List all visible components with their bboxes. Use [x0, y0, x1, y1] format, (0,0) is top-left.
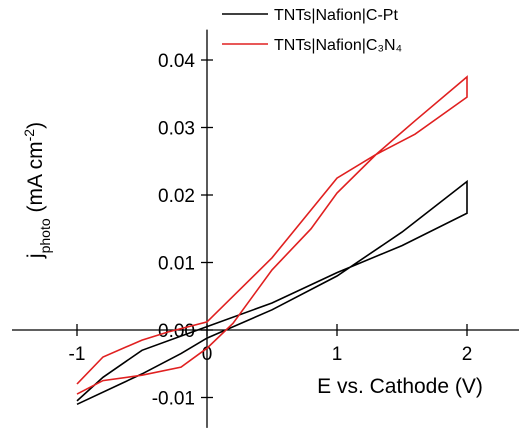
data-line [76, 75, 468, 395]
y-tick-label: 0.03 [158, 119, 195, 140]
y-axis-title-part: j [24, 253, 47, 259]
y-tick-label: 0.02 [158, 186, 195, 207]
y-axis-title: jphoto (mA cm-2) [21, 122, 53, 259]
y-tick-label: 0.00 [158, 321, 195, 342]
y-axis-title-part: photo [37, 218, 53, 253]
y-axis-title-part: -2 [21, 129, 37, 142]
x-tick-label: 1 [332, 344, 343, 365]
legend-label: TNTs|Nafion|C₃N₄ [274, 37, 402, 54]
y-tick-label: 0.01 [158, 254, 195, 275]
x-axis-title: E vs. Cathode (V) [317, 375, 483, 398]
y-tick-label: -0.01 [152, 389, 195, 410]
y-axis-title-part: ) [24, 122, 47, 129]
x-tick-label: -1 [69, 344, 86, 365]
y-axis-title-part: (mA cm [24, 141, 47, 218]
legend-label: TNTs|Nafion|C-Pt [274, 7, 398, 24]
x-tick-label: 0 [202, 344, 213, 365]
data-line [76, 179, 468, 406]
y-tick-label: 0.04 [158, 51, 195, 72]
x-tick-label: 2 [462, 344, 473, 365]
